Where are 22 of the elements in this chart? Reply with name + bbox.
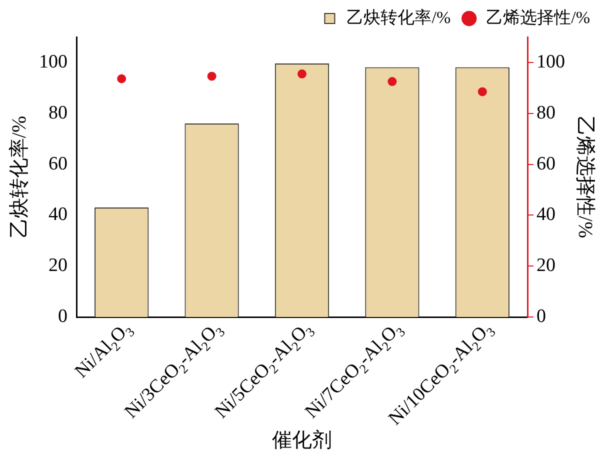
y2-tick-label: 60: [536, 153, 556, 174]
legend-label: 乙烯选择性/%: [486, 8, 590, 27]
point: [298, 69, 306, 78]
y2-tick-label: 80: [536, 102, 556, 124]
point: [388, 77, 397, 86]
point: [478, 87, 487, 96]
y-axis-title: 乙炔转化率/%: [8, 116, 30, 238]
legend-label: 乙炔转化率/%: [346, 8, 451, 27]
y-tick-label: 20: [48, 255, 68, 276]
point: [207, 72, 216, 81]
y2-tick-label: 100: [536, 51, 565, 72]
y-tick-label: 100: [39, 51, 68, 72]
y-tick-label: 0: [58, 306, 68, 327]
x-axis-title: 催化剂: [272, 429, 332, 452]
y-tick-label: 60: [48, 153, 68, 174]
y2-tick-label: 0: [536, 306, 546, 327]
y2-axis-title: 乙烯选择性/%: [574, 116, 596, 238]
point: [117, 74, 126, 84]
y-tick-label: 80: [48, 102, 68, 124]
y2-tick-label: 20: [536, 255, 556, 276]
y-tick-label: 40: [48, 204, 68, 226]
y2-tick-label: 40: [536, 204, 556, 226]
